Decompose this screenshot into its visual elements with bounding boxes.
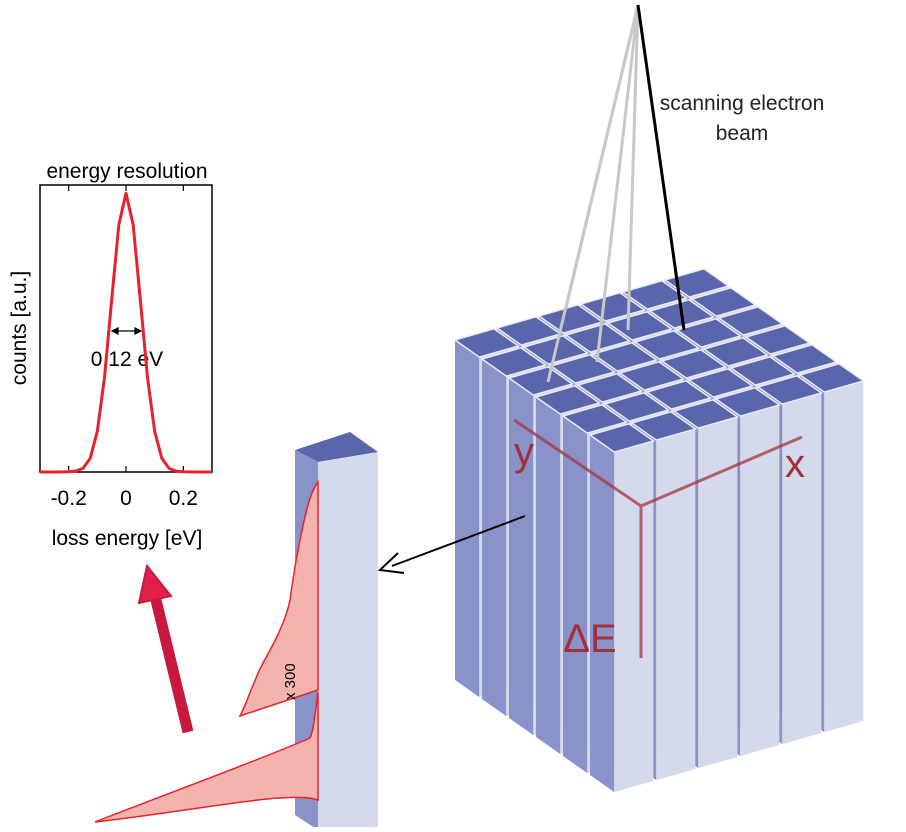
arrow-head [112, 328, 118, 334]
data-cube [455, 269, 863, 792]
axis-label: x [785, 442, 805, 486]
column-side [455, 340, 479, 697]
beam-label: scanning electron [660, 92, 825, 115]
annotation: 0.12 eV [91, 348, 163, 371]
arrow-head [135, 328, 141, 334]
axis-label: y [514, 430, 534, 474]
x-tick-label: -0.2 [51, 487, 87, 510]
figure: scanning electron beam y x ΔE x 300 ener… [0, 0, 906, 827]
column-front [740, 405, 779, 756]
column-front [318, 452, 378, 827]
arrow [156, 600, 188, 732]
column-front [656, 429, 695, 780]
axis-label: ΔE [563, 617, 616, 661]
x-tick-label: 0 [120, 487, 132, 510]
column-side [590, 435, 614, 792]
column-side [563, 416, 587, 773]
inset-chart: energy resolution counts [a.u.] loss ene… [8, 160, 212, 550]
spectrum-tail [240, 482, 318, 716]
column-side [482, 359, 506, 716]
y-axis-label: counts [a.u.] [8, 271, 31, 385]
column-front [824, 381, 863, 732]
fwhm-arrow [112, 328, 141, 334]
plot-frame [40, 185, 212, 472]
x-axis-label: loss energy [eV] [52, 527, 203, 550]
column-front [698, 417, 737, 768]
chart-title: energy resolution [46, 160, 207, 183]
arrow-head [139, 566, 171, 603]
curve [40, 193, 212, 472]
beam-label: beam [716, 122, 769, 145]
x-tick-label: 0.2 [169, 487, 198, 510]
beam-line [566, 5, 638, 308]
spectrum-peak [95, 692, 318, 822]
scale-label: x 300 [282, 663, 299, 700]
